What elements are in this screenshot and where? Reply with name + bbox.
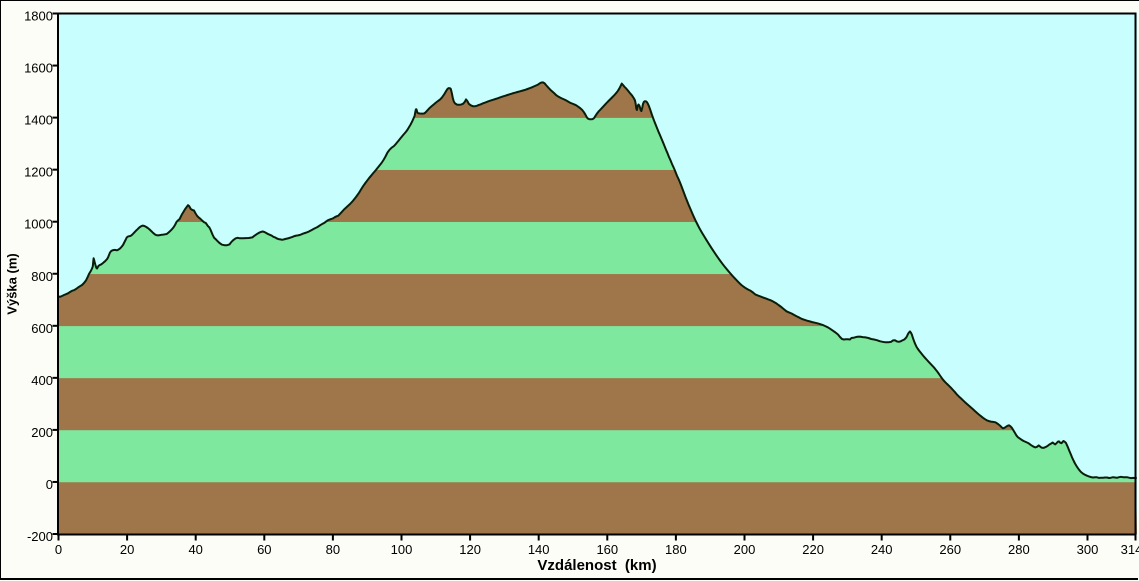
svg-text:300: 300 xyxy=(1077,542,1099,557)
svg-text:80: 80 xyxy=(326,542,340,557)
svg-text:200: 200 xyxy=(31,425,53,440)
svg-text:280: 280 xyxy=(1008,542,1030,557)
svg-text:800: 800 xyxy=(31,269,53,284)
svg-text:1200: 1200 xyxy=(24,165,53,180)
svg-text:-200: -200 xyxy=(27,529,53,544)
svg-text:Vzdálenost (km): Vzdálenost (km) xyxy=(537,557,656,574)
svg-text:400: 400 xyxy=(31,373,53,388)
svg-text:220: 220 xyxy=(802,542,824,557)
svg-text:1600: 1600 xyxy=(24,61,53,76)
svg-text:600: 600 xyxy=(31,321,53,336)
svg-text:140: 140 xyxy=(528,542,550,557)
svg-text:160: 160 xyxy=(596,542,618,557)
svg-text:0: 0 xyxy=(55,542,62,557)
svg-text:180: 180 xyxy=(665,542,687,557)
svg-text:200: 200 xyxy=(734,542,756,557)
svg-text:260: 260 xyxy=(939,542,961,557)
svg-text:1800: 1800 xyxy=(24,9,53,24)
svg-text:1400: 1400 xyxy=(24,113,53,128)
svg-text:60: 60 xyxy=(257,542,271,557)
svg-text:Výška (m): Výška (m) xyxy=(5,253,20,314)
svg-text:240: 240 xyxy=(871,542,893,557)
svg-text:1000: 1000 xyxy=(24,217,53,232)
svg-text:120: 120 xyxy=(459,542,481,557)
svg-text:314: 314 xyxy=(1121,542,1139,557)
svg-text:40: 40 xyxy=(188,542,202,557)
svg-text:0: 0 xyxy=(46,477,53,492)
svg-text:100: 100 xyxy=(391,542,413,557)
svg-text:20: 20 xyxy=(120,542,134,557)
